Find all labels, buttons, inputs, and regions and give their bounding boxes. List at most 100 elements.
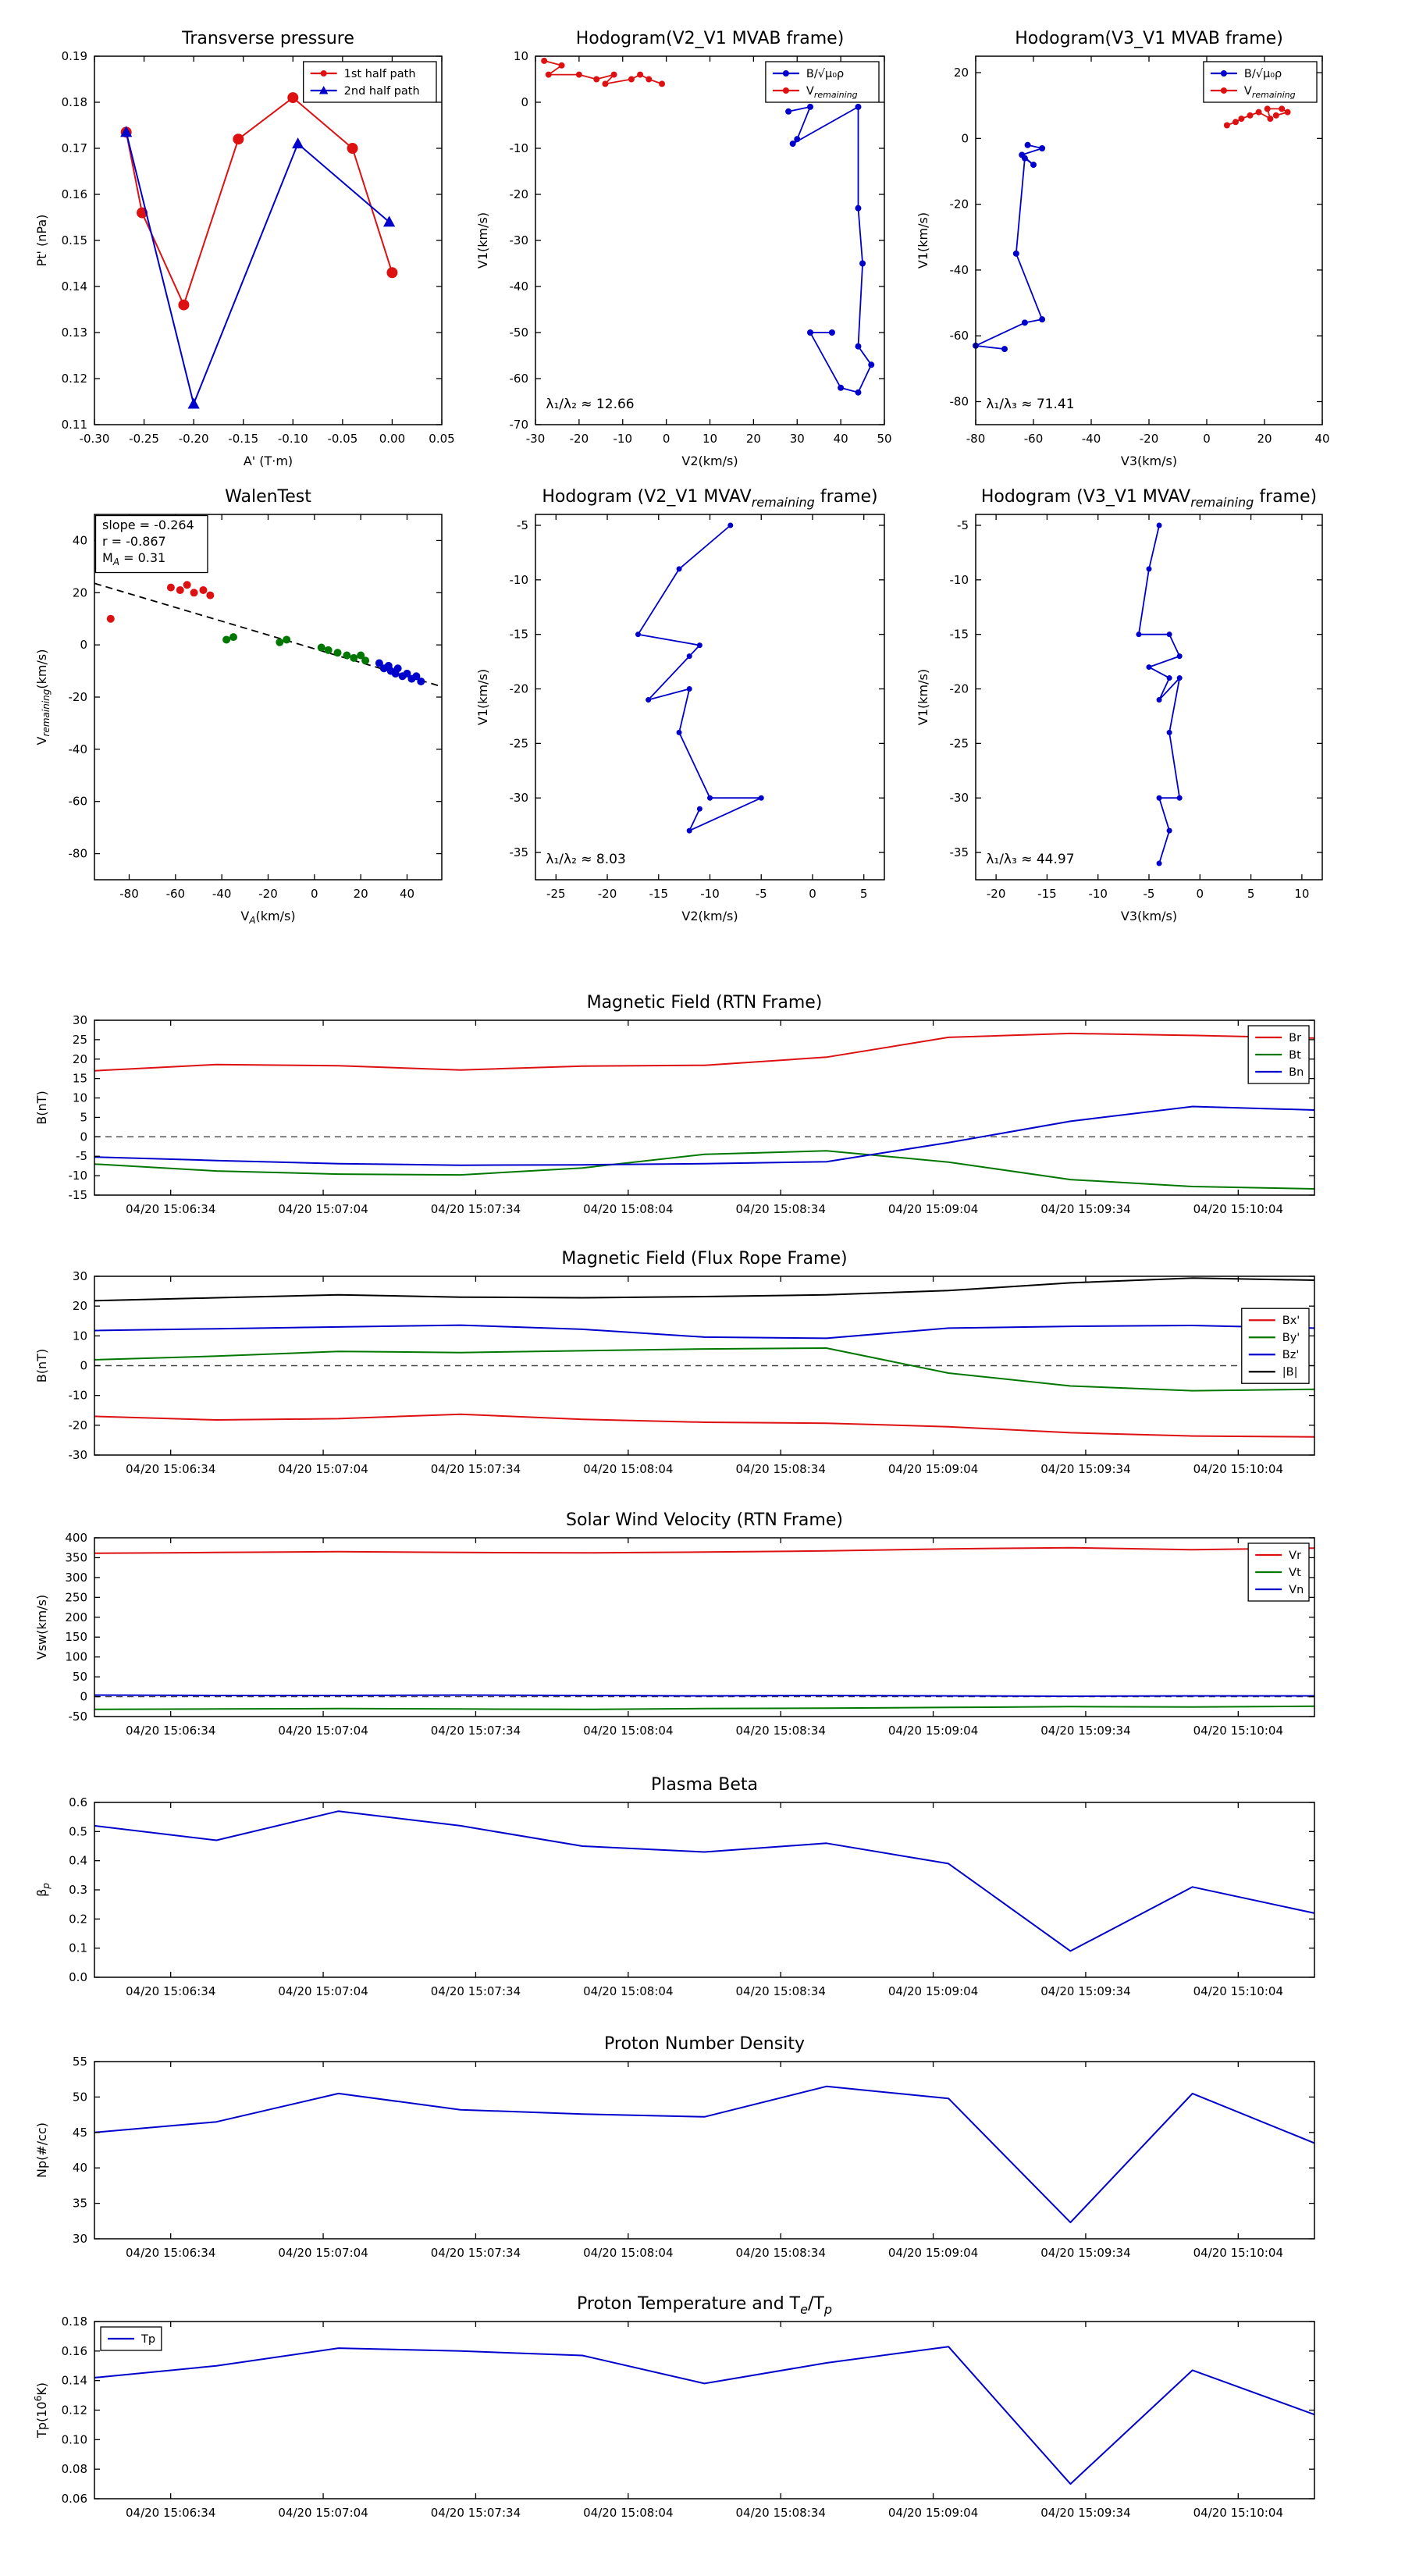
point-marker <box>417 677 425 685</box>
y-tick-label: 0.12 <box>62 372 87 386</box>
y-tick-label: 25 <box>73 1033 87 1047</box>
axes-frame <box>975 55 1323 425</box>
y-axis-label: V1(km/s) <box>475 669 490 725</box>
point-marker <box>324 646 333 654</box>
panel-title: Proton Number Density <box>604 2034 805 2054</box>
y-tick-label: 40 <box>73 2161 87 2175</box>
x-tick-label: 04/20 15:10:04 <box>1193 1202 1283 1216</box>
panel-proton-number-density: 04/20 15:06:34 04/20 15:07:04 04/20 15:07:… <box>34 2034 1315 2260</box>
x-tick-label: 40 <box>1314 432 1329 446</box>
panel-title: Solar Wind Velocity (RTN Frame) <box>566 1510 843 1530</box>
series-bx- <box>94 1413 1315 1438</box>
y-axis-label: Np(#/cc) <box>34 2122 49 2178</box>
triangle-marker <box>383 215 396 227</box>
stat-text: MA​ = 0.31 <box>102 550 165 568</box>
y-tick-label: 0.08 <box>62 2462 87 2476</box>
x-axis-label: V3(km/s) <box>1121 454 1177 468</box>
y-tick-label: -10 <box>510 573 529 587</box>
point-marker <box>1156 522 1162 528</box>
x-tick-label: -10 <box>700 887 720 901</box>
panel-transverse-pressure: -0.30 -0.25 -0.20 -0.15 -0.10 -0.05 0.00 0.05 0.… <box>34 29 455 468</box>
y-tick-label: -80 <box>69 847 88 861</box>
legend-label: Tp <box>140 2333 155 2346</box>
point-marker <box>1039 316 1046 323</box>
panel-plasma-beta: 04/20 15:06:34 04/20 15:07:04 04/20 15:07:… <box>34 1775 1315 1998</box>
panel-hodogram-v2v1-mvab: -30 -20 -10 0 10 20 30 40 50 -70 -60 -50 -40 -30 -20 -1… <box>475 29 892 468</box>
y-axis-label: Pt' (nPa) <box>34 215 49 267</box>
axes-frame <box>94 2061 1315 2240</box>
x-tick-label: 10 <box>702 432 717 446</box>
y-tick-label: -15 <box>69 1188 88 1202</box>
x-tick-label: 04/20 15:10:04 <box>1193 1724 1283 1738</box>
panel-proton-temperature: 04/20 15:06:34 04/20 15:07:04 04/20 15:07:… <box>33 2294 1315 2520</box>
y-tick-label: -50 <box>69 1710 88 1724</box>
point-marker <box>283 635 291 644</box>
point-marker <box>686 686 692 692</box>
y-tick-label: 400 <box>65 1531 87 1545</box>
y-tick-label: 0.14 <box>62 279 87 294</box>
x-tick-label: -80 <box>966 432 986 446</box>
series-bt <box>94 1150 1315 1190</box>
annotation: λ₁/λ₃ ≈ 44.97 <box>986 852 1074 867</box>
x-tick-label: 40 <box>400 887 414 901</box>
series-br <box>94 1032 1315 1072</box>
plot-background <box>94 2322 1314 2499</box>
panel-title: Hodogram(V3_V1 MVAB frame) <box>1015 29 1283 48</box>
axes-frame <box>535 514 885 881</box>
x-axis-label: A' (T·m) <box>244 454 293 468</box>
x-tick-label: 04/20 15:10:04 <box>1193 1984 1283 1998</box>
x-tick-label: 0 <box>1197 887 1204 901</box>
point-marker <box>1176 795 1183 801</box>
point-marker <box>229 633 237 642</box>
point-marker <box>1220 70 1227 76</box>
point-marker <box>1012 250 1019 257</box>
y-tick-label: -5 <box>957 518 969 532</box>
y-tick-label: 45 <box>73 2126 87 2140</box>
x-tick-label: 40 <box>834 432 848 446</box>
y-tick-label: -40 <box>950 263 969 277</box>
y-tick-label: -80 <box>950 395 969 409</box>
y-tick-label: 0.4 <box>69 1854 87 1868</box>
point-marker <box>1039 145 1046 151</box>
plot-background <box>976 514 1322 880</box>
y-tick-label: 0.16 <box>62 187 87 201</box>
plot-background <box>94 1802 1314 1977</box>
x-tick-label: 04/20 15:09:04 <box>888 2506 978 2520</box>
x-tick-label: 0.00 <box>379 432 405 446</box>
x-tick-label: 0 <box>1203 432 1211 446</box>
plot-background <box>535 514 884 880</box>
y-tick-label: 0.12 <box>62 2403 87 2418</box>
legend-label: Vremaining​ <box>1244 85 1296 100</box>
point-marker <box>1284 109 1291 116</box>
x-tick-label: 04/20 15:09:04 <box>888 2246 978 2260</box>
legend-label: Vt <box>1289 1567 1301 1579</box>
y-tick-label: -30 <box>510 233 529 247</box>
x-tick-label: -5 <box>756 887 767 901</box>
y-tick-label: 0.19 <box>62 49 87 63</box>
point-marker <box>789 141 796 148</box>
y-tick-label: 0 <box>80 638 87 652</box>
y-tick-label: -30 <box>950 791 969 805</box>
legend-label: B/√μ₀ρ <box>806 68 844 80</box>
plot-background <box>94 2062 1314 2239</box>
point-marker <box>1166 675 1172 681</box>
point-marker <box>1267 116 1274 123</box>
point-marker <box>403 669 411 678</box>
x-tick-label: 04/20 15:09:34 <box>1040 1462 1130 1476</box>
x-tick-label: -40 <box>1082 432 1101 446</box>
x-tick-label: 04/20 15:07:34 <box>431 1724 521 1738</box>
x-tick-label: 04/20 15:09:04 <box>888 1202 978 1216</box>
stat-text: slope = -0.264 <box>102 518 194 532</box>
point-marker <box>1030 162 1037 169</box>
x-tick-label: 04/20 15:06:34 <box>126 2246 215 2260</box>
x-tick-label: 04/20 15:07:34 <box>431 2246 521 2260</box>
x-tick-label: 30 <box>790 432 805 446</box>
point-marker <box>1136 632 1142 638</box>
point-marker <box>785 108 792 115</box>
y-tick-label: 0.16 <box>62 2344 87 2358</box>
point-marker <box>1176 653 1183 660</box>
point-marker <box>361 656 370 665</box>
y-tick-label: -15 <box>510 628 529 642</box>
legend-box <box>1203 61 1318 103</box>
y-tick-label: -70 <box>510 418 529 432</box>
